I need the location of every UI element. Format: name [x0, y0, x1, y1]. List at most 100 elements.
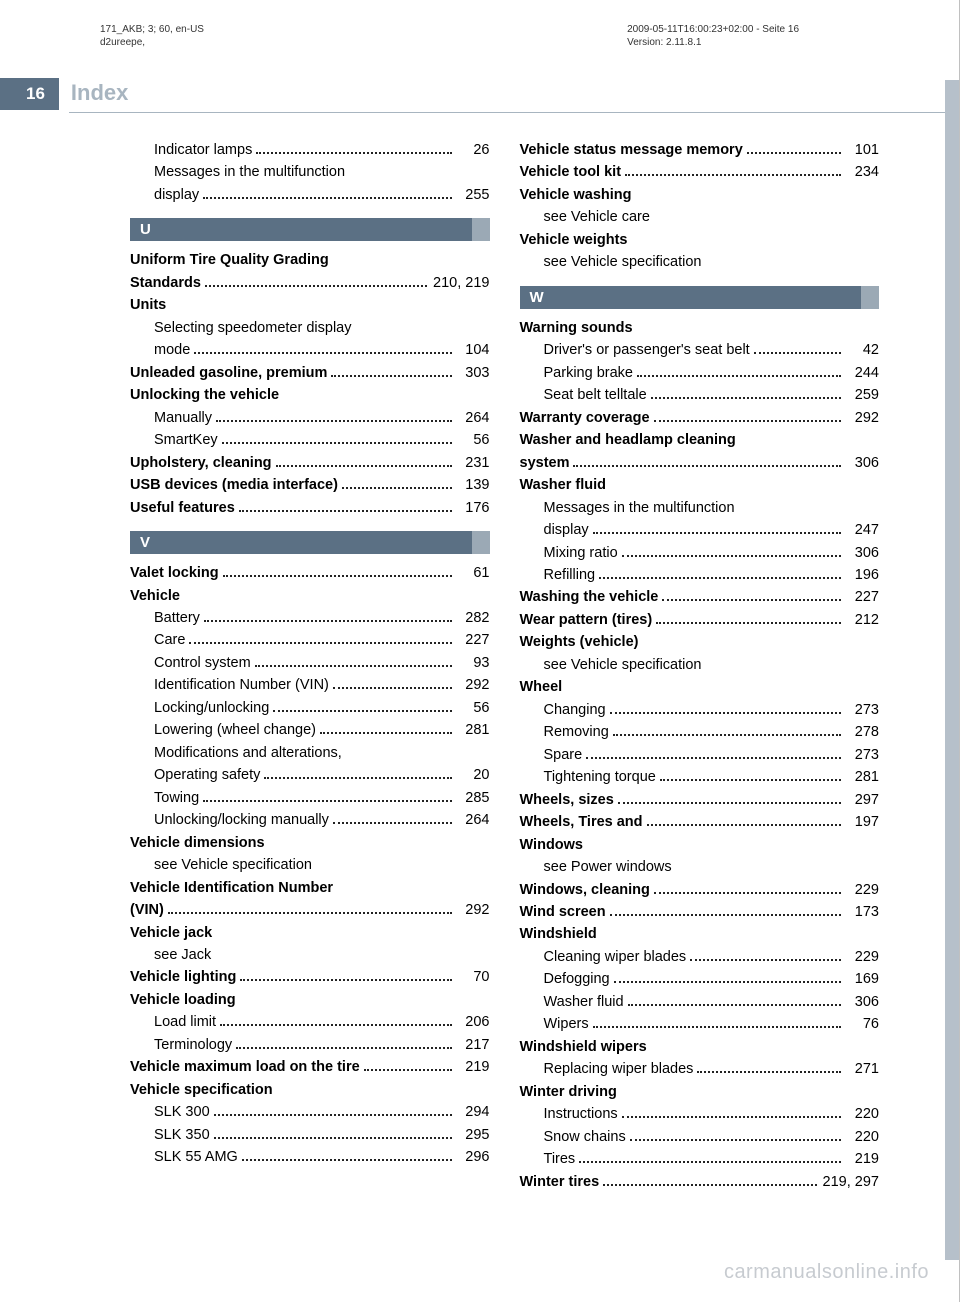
index-entry-label: Wheels, sizes — [520, 789, 614, 811]
index-entry-label: Seat belt telltale — [544, 384, 647, 406]
index-entry-label: Instructions — [544, 1103, 618, 1125]
index-entry-label: SmartKey — [154, 429, 218, 451]
leader-dots — [747, 142, 841, 154]
leader-dots — [622, 544, 841, 556]
index-entry-label: Wind screen — [520, 901, 606, 923]
index-entry: display255 — [130, 184, 490, 206]
index-entry: Unlocking/locking manually264 — [130, 809, 490, 831]
leader-dots — [264, 767, 451, 779]
index-entry-page: 169 — [845, 968, 879, 990]
index-heading: Windshield — [520, 923, 880, 945]
index-entry-label: Lowering (wheel change) — [154, 719, 316, 741]
index-entry-page: 42 — [845, 339, 879, 361]
index-entry-page: 306 — [845, 991, 879, 1013]
index-entry: Cleaning wiper blades229 — [520, 946, 880, 968]
index-entry-page: 227 — [845, 586, 879, 608]
leader-dots — [204, 610, 452, 622]
index-entry: Changing 273 — [520, 699, 880, 721]
index-entry: Parking brake244 — [520, 362, 880, 384]
index-entry: Care227 — [130, 629, 490, 651]
leader-dots — [205, 275, 427, 287]
index-heading: Vehicle dimensions — [130, 832, 490, 854]
index-entry-label: Operating safety — [154, 764, 260, 786]
leader-dots — [216, 410, 451, 422]
leader-dots — [276, 454, 452, 466]
index-entry-label: Washer fluid — [544, 991, 624, 1013]
index-entry-page: 281 — [845, 766, 879, 788]
meta-left: 171_AKB; 3; 60, en-US d2ureepe, — [100, 24, 204, 49]
index-entry-label: Control system — [154, 652, 251, 674]
index-entry-page: 303 — [456, 362, 490, 384]
index-entry-label: Vehicle maximum load on the tire — [130, 1056, 360, 1078]
index-entry: (VIN)292 — [130, 899, 490, 921]
index-entry-page: 56 — [456, 697, 490, 719]
index-entry-label: Vehicle tool kit — [520, 161, 622, 183]
leader-dots — [637, 365, 841, 377]
leader-dots — [168, 902, 452, 914]
index-heading: Messages in the multifunction — [130, 161, 490, 183]
index-heading: Vehicle weights — [520, 229, 880, 251]
index-heading: Selecting speedometer display — [130, 317, 490, 339]
index-entry: Control system93 — [130, 652, 490, 674]
index-entry: Tightening torque281 — [520, 766, 880, 788]
index-entry-label: SLK 55 AMG — [154, 1146, 238, 1168]
index-entry-label: system — [520, 452, 570, 474]
index-heading: Unlocking the vehicle — [130, 384, 490, 406]
index-entry: Vehicle status message memory101 — [520, 139, 880, 161]
index-heading: see Vehicle specification — [520, 654, 880, 676]
index-heading: see Vehicle specification — [130, 854, 490, 876]
index-entry-label: Changing — [544, 699, 606, 721]
index-entry: Wipers76 — [520, 1013, 880, 1035]
leader-dots — [222, 432, 452, 444]
page-container: 171_AKB; 3; 60, en-US d2ureepe, 2009-05-… — [0, 0, 960, 1302]
index-heading: Units — [130, 294, 490, 316]
index-entry-label: Cleaning wiper blades — [544, 946, 687, 968]
index-entry-page: 217 — [456, 1034, 490, 1056]
index-heading: Messages in the multifunction — [520, 497, 880, 519]
index-entry: Wind screen 173 — [520, 901, 880, 923]
leader-dots — [628, 994, 841, 1006]
index-entry-page: 210, 219 — [431, 272, 489, 294]
leader-dots — [690, 949, 841, 961]
index-heading: Weights (vehicle) — [520, 631, 880, 653]
leader-dots — [242, 1149, 452, 1161]
leader-dots — [220, 1014, 451, 1026]
index-entry: Towing285 — [130, 787, 490, 809]
index-entry-page: 139 — [456, 474, 490, 496]
index-entry-label: Battery — [154, 607, 200, 629]
header-meta: 171_AKB; 3; 60, en-US d2ureepe, 2009-05-… — [0, 0, 959, 49]
index-entry-label: Unleaded gasoline, premium — [130, 362, 327, 384]
leader-dots — [203, 790, 451, 802]
index-entry-page: 220 — [845, 1126, 879, 1148]
index-entry-page: 271 — [845, 1058, 879, 1080]
index-entry-page: 196 — [845, 564, 879, 586]
index-entry-page: 61 — [456, 562, 490, 584]
index-entry-page: 244 — [845, 362, 879, 384]
leader-dots — [697, 1061, 841, 1073]
index-heading: Washer fluid — [520, 474, 880, 496]
index-entry: Wheels, sizes297 — [520, 789, 880, 811]
index-entry: Locking/unlocking56 — [130, 697, 490, 719]
index-heading: see Jack — [130, 944, 490, 966]
index-entry-page: 306 — [845, 452, 879, 474]
index-entry: Refilling 196 — [520, 564, 880, 586]
index-entry-label: Driver's or passenger's seat belt — [544, 339, 750, 361]
index-entry-page: 273 — [845, 699, 879, 721]
index-entry-label: Mixing ratio — [544, 542, 618, 564]
page-title: Index — [69, 76, 959, 113]
index-entry-label: Refilling — [544, 564, 596, 586]
index-entry-page: 259 — [845, 384, 879, 406]
index-entry-page: 173 — [845, 901, 879, 923]
index-heading: Windows — [520, 834, 880, 856]
index-entry-label: display — [544, 519, 589, 541]
index-entry: Lowering (wheel change)281 — [130, 719, 490, 741]
leader-dots — [660, 769, 841, 781]
index-entry-label: Removing — [544, 721, 609, 743]
index-entry-page: 285 — [456, 787, 490, 809]
index-entry-label: SLK 350 — [154, 1124, 210, 1146]
index-entry-label: Vehicle lighting — [130, 966, 236, 988]
leader-dots — [593, 1016, 841, 1028]
index-entry-label: SLK 300 — [154, 1101, 210, 1123]
index-entry-label: Defogging — [544, 968, 610, 990]
index-entry-label: Wear pattern (tires) — [520, 609, 653, 631]
